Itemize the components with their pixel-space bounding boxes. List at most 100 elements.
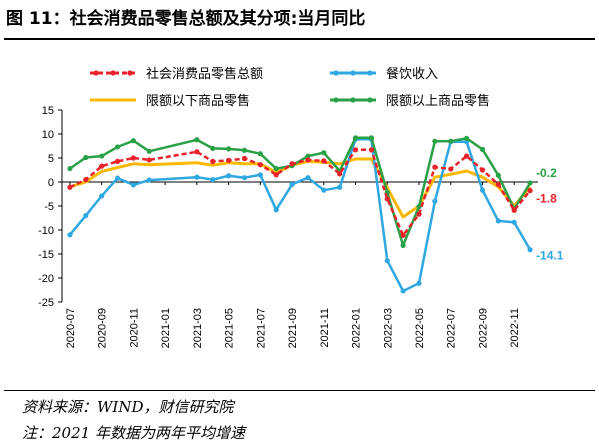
data-point <box>114 144 121 150</box>
legend-label: 限额以下商品零售 <box>146 93 250 109</box>
data-point <box>432 138 438 144</box>
data-point <box>241 147 248 153</box>
data-point <box>67 184 73 190</box>
end-label: -1.8 <box>536 192 557 206</box>
x-tick-label: 2020-07 <box>65 308 77 348</box>
data-point <box>67 165 73 172</box>
data-point <box>527 180 533 186</box>
data-point <box>146 148 152 154</box>
data-point <box>432 198 438 204</box>
x-tick-label: 2021-03 <box>192 308 204 348</box>
series-line <box>69 148 532 237</box>
y-tick-label: -10 <box>38 225 54 237</box>
legend-marker <box>333 97 339 103</box>
data-point <box>479 187 486 193</box>
legend-marker <box>350 97 356 103</box>
legend-label: 餐饮收入 <box>386 66 438 82</box>
y-tick-label: -5 <box>44 201 54 213</box>
data-point <box>495 172 501 178</box>
data-point <box>305 175 311 181</box>
legend-marker <box>93 70 99 76</box>
footer-rule <box>4 390 595 391</box>
y-tick-label: 15 <box>42 105 54 117</box>
data-point <box>210 158 216 164</box>
legend-item: 餐饮收入 <box>330 66 438 82</box>
series-社会消费品零售总额 <box>67 147 533 238</box>
data-point <box>527 188 533 194</box>
series-line <box>68 138 532 293</box>
series-限额以下商品零售 <box>69 157 532 219</box>
data-point <box>337 171 343 177</box>
x-tick-label: 2020-09 <box>97 308 109 348</box>
data-point <box>289 161 295 167</box>
data-point <box>321 187 327 193</box>
y-tick-label: -20 <box>38 273 54 285</box>
x-tick-label: 2020-11 <box>128 308 140 348</box>
legend-marker <box>350 70 356 76</box>
y-tick-label: 5 <box>48 153 54 165</box>
y-tick-label: -25 <box>38 297 54 309</box>
data-point <box>479 146 486 152</box>
data-point <box>511 219 517 225</box>
data-point <box>114 158 121 164</box>
data-point <box>321 150 327 156</box>
data-point <box>83 154 89 161</box>
data-point <box>400 288 406 294</box>
data-point <box>464 153 470 159</box>
data-point <box>257 162 263 168</box>
data-point <box>337 184 343 190</box>
x-tick-label: 2021-07 <box>255 308 267 348</box>
data-point <box>99 193 105 199</box>
data-point <box>448 138 454 144</box>
legend-marker <box>367 97 373 103</box>
legend-item: 社会消费品零售总额 <box>90 66 263 82</box>
data-point <box>368 147 374 153</box>
data-point <box>241 175 248 181</box>
data-point <box>67 232 73 238</box>
x-tick-label: 2021-05 <box>224 308 236 348</box>
data-point <box>226 173 232 179</box>
data-point <box>305 153 311 159</box>
chart-axes: 15 10 5 0 -5 -10 -15 -20 -25 2020-07 2020-09 2020-1… <box>38 105 538 348</box>
series-限额以上商品零售 <box>67 135 533 248</box>
x-tick-label: 2022-11 <box>509 308 521 348</box>
data-point <box>400 242 406 248</box>
legend-label: 限额以上商品零售 <box>386 93 490 109</box>
data-point <box>400 232 406 238</box>
legend-marker <box>127 70 133 76</box>
data-point <box>448 166 454 172</box>
data-point <box>384 258 390 264</box>
data-point <box>99 153 105 159</box>
data-point <box>352 147 359 153</box>
x-tick-label: 2021-01 <box>160 308 172 348</box>
legend-marker <box>110 70 116 76</box>
end-label: -14.1 <box>536 249 564 263</box>
data-point <box>464 135 470 141</box>
data-point <box>495 218 501 224</box>
data-point <box>305 157 311 163</box>
data-point <box>130 155 136 161</box>
data-point <box>495 181 501 187</box>
legend-item: 限额以上商品零售 <box>330 93 490 109</box>
data-point <box>146 157 152 163</box>
x-tick-label: 2022-07 <box>446 308 458 348</box>
figure-title: 图 11：社会消费品零售总额及其分项:当月同比 <box>6 9 366 29</box>
data-point <box>226 157 232 163</box>
x-tick-label: 2022-01 <box>351 308 363 348</box>
legend-item: 限额以下商品零售 <box>90 93 250 109</box>
data-point <box>352 135 359 141</box>
data-point <box>416 280 422 286</box>
data-point <box>432 164 438 170</box>
data-point <box>83 177 89 183</box>
data-point <box>273 172 279 178</box>
data-point <box>368 135 374 141</box>
data-point <box>226 146 232 152</box>
x-tick-label: 2021-11 <box>319 308 331 348</box>
data-point <box>130 182 136 188</box>
data-point <box>416 203 422 210</box>
line-chart: 15 10 5 0 -5 -10 -15 -20 -25 2020-07 2020-09 2020-1… <box>38 66 564 348</box>
legend-marker <box>367 70 373 76</box>
data-point <box>384 196 390 202</box>
end-label: -0.2 <box>536 166 557 180</box>
series-line <box>69 157 532 219</box>
